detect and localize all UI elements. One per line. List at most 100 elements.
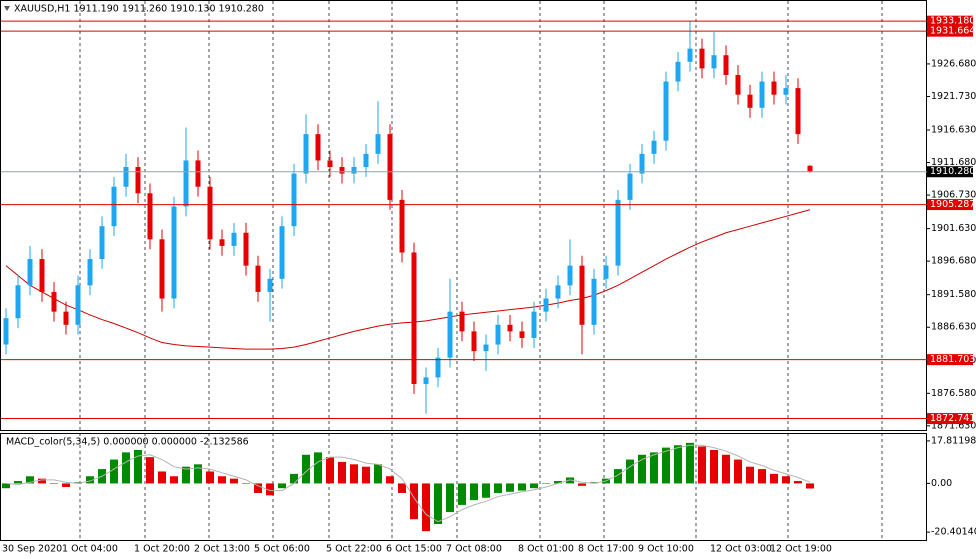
y-tick-label: 1921.730 xyxy=(931,91,976,102)
candle-body xyxy=(375,134,381,154)
macd-bar xyxy=(338,461,346,484)
y-tick-label: 1916.630 xyxy=(931,124,976,135)
macd-bar xyxy=(722,454,730,484)
y-tick-label: 1891.580 xyxy=(931,289,976,300)
macd-bar xyxy=(182,466,190,484)
candle-body xyxy=(183,160,189,207)
macd-bar xyxy=(566,477,574,484)
candle-body xyxy=(111,186,117,227)
candle-body xyxy=(315,134,321,161)
x-tick-label: 12 Oct 19:00 xyxy=(770,544,832,555)
candle-body xyxy=(243,232,249,266)
macd-bar xyxy=(374,464,382,484)
macd-bar xyxy=(614,469,622,484)
macd-bar xyxy=(758,469,766,484)
candle-body xyxy=(591,278,597,325)
level-tag xyxy=(927,354,973,366)
macd-bar xyxy=(590,482,598,484)
y-tick-label: 17.811987 xyxy=(931,435,976,446)
x-tick-label: 1 Oct 20:00 xyxy=(134,544,190,555)
macd-bar xyxy=(146,457,154,484)
macd-bar xyxy=(686,442,694,484)
macd-bar xyxy=(518,483,526,491)
macd-bar xyxy=(806,483,814,489)
macd-bar xyxy=(218,476,226,484)
candle-body xyxy=(459,311,465,332)
macd-bar xyxy=(194,464,202,484)
candle-body xyxy=(807,165,813,172)
macd-bar xyxy=(782,476,790,484)
candle-body xyxy=(483,344,489,352)
macd-bar xyxy=(698,446,706,484)
candle-body xyxy=(615,199,621,266)
macd-bar xyxy=(734,459,742,484)
candle-body xyxy=(759,81,765,108)
candle-body xyxy=(435,357,441,378)
candle-body xyxy=(219,239,225,246)
macd-bar xyxy=(2,483,10,489)
candle-body xyxy=(783,88,789,95)
chart-title: XAUUSD,H1 1911.190 1911.260 1910.130 191… xyxy=(14,4,264,15)
macd-bar xyxy=(470,483,478,501)
macd-bar xyxy=(362,466,370,484)
candle-body xyxy=(303,134,309,174)
macd-bar xyxy=(494,483,502,493)
candle-body xyxy=(699,48,705,69)
level-tag xyxy=(927,413,973,425)
macd-bar xyxy=(662,447,670,484)
macd-bar xyxy=(542,483,550,484)
macd-bar xyxy=(650,452,658,484)
candle-body xyxy=(3,318,9,345)
y-tick-label: 1871.630 xyxy=(931,420,976,431)
macd-bar xyxy=(794,481,802,484)
y-tick-label: 1896.680 xyxy=(931,256,976,267)
macd-bar xyxy=(458,483,466,505)
candle-body xyxy=(51,291,57,312)
candle-body xyxy=(135,167,141,194)
macd-bar xyxy=(266,483,274,496)
level-label: 1881.703 xyxy=(930,354,975,365)
macd-bar xyxy=(674,445,682,484)
macd-title: MACD_color(5,34,5) 0.000000 0.000000 -2.… xyxy=(6,437,249,448)
x-tick-label: 8 Oct 17:00 xyxy=(578,544,634,555)
candle-body xyxy=(747,94,753,108)
candle-body xyxy=(15,285,21,319)
level-label: 1933.180 xyxy=(930,16,975,27)
candle-body xyxy=(87,259,93,286)
signal-line xyxy=(5,444,811,523)
candle-body xyxy=(339,167,345,174)
title-icon xyxy=(4,6,10,11)
macd-bar xyxy=(158,471,166,484)
macd-bar xyxy=(410,483,418,520)
x-tick-label: 6 Oct 15:00 xyxy=(386,544,442,555)
candle-body xyxy=(423,377,429,384)
candle-body xyxy=(147,193,153,240)
macd-bar xyxy=(110,459,118,484)
macd-bar xyxy=(506,483,514,492)
candle-body xyxy=(255,265,261,292)
candle-body xyxy=(291,173,297,227)
y-tick-label: 1886.630 xyxy=(931,322,976,333)
candle-body xyxy=(207,186,213,240)
candle-body xyxy=(327,160,333,168)
level-label: 1905.287 xyxy=(930,199,975,210)
candle-body xyxy=(27,259,33,286)
candle-body xyxy=(627,173,633,200)
macd-bar xyxy=(86,476,94,484)
candle-body xyxy=(351,167,357,174)
candle-body xyxy=(99,226,105,260)
current-price-label: 1910.280 xyxy=(930,166,975,177)
macd-bar xyxy=(314,452,322,484)
macd-bar xyxy=(74,482,82,484)
level-label: 1872.741 xyxy=(930,413,975,424)
macd-bar xyxy=(278,483,286,489)
candle-body xyxy=(675,61,681,82)
main-frame xyxy=(0,0,927,431)
x-tick-label: 12 Oct 03:00 xyxy=(710,544,772,555)
candle-body xyxy=(63,311,69,325)
moving-average xyxy=(5,209,811,350)
macd-bar xyxy=(62,483,70,487)
macd-bar xyxy=(554,481,562,484)
candle-body xyxy=(711,55,717,69)
macd-bar xyxy=(14,481,22,484)
